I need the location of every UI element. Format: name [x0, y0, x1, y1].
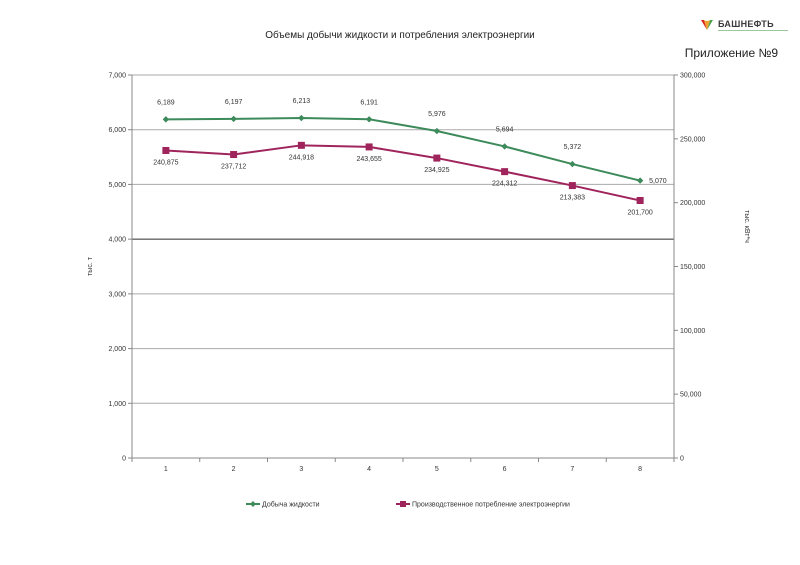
x-tick-label: 5: [435, 466, 439, 473]
chart-title: Объемы добычи жидкости и потребления эле…: [265, 30, 535, 41]
series-layer: 6,189 6,197 6,213 6,191 5,976 5,694 5,372 5,070…: [153, 98, 667, 216]
y-left-tick-label: 1,000: [108, 401, 126, 408]
data-label: 234,925: [424, 167, 449, 174]
data-point-marker: [162, 116, 170, 123]
x-tick-label: 7: [570, 466, 574, 473]
data-label: 5,372: [564, 144, 582, 151]
data-label: 244,918: [289, 154, 314, 161]
data-point-marker: [365, 143, 373, 151]
y-right-tick-label: 200,000: [680, 200, 705, 207]
grid-lines: [132, 74, 674, 404]
series-line: [165, 117, 641, 182]
data-point-marker: [568, 182, 576, 190]
data-label: 237,712: [221, 164, 246, 171]
legend-marker: [250, 501, 256, 507]
data-point-marker: [569, 160, 576, 168]
data-point-marker: [365, 116, 373, 123]
data-point-marker: [433, 127, 441, 135]
x-tick-label: 2: [232, 466, 236, 473]
data-label: 213,383: [560, 195, 585, 202]
data-point-marker: [230, 151, 238, 159]
x-tick-label: 4: [367, 466, 371, 473]
y-left-axis-title: тыс. т: [87, 256, 94, 276]
data-point-marker: [298, 114, 305, 122]
y-right-tick-label: 150,000: [680, 264, 705, 271]
data-point-marker: [501, 143, 508, 150]
data-label: 6,213: [293, 98, 311, 105]
data-label: 240,875: [153, 159, 178, 166]
data-point-marker: [230, 115, 237, 123]
x-tick-label: 1: [164, 466, 168, 473]
y-left-tick-label: 3,000: [108, 291, 126, 298]
axes: [128, 74, 678, 462]
y-right-tick-label: 50,000: [680, 392, 702, 399]
data-point-marker: [636, 196, 644, 204]
data-label: 6,197: [225, 99, 243, 106]
y-right-tick-label: 300,000: [680, 73, 705, 80]
y-left-tick-labels: 0 1,000 2,000 3,000 4,000 5,000 6,000 7,000: [108, 73, 126, 463]
data-label: 224,312: [492, 181, 517, 188]
data-label: 5,070: [649, 178, 667, 185]
y-right-axis-title: тыс. кВт*ч: [743, 210, 750, 243]
y-left-tick-label: 4,000: [108, 237, 126, 244]
y-right-tick-labels: 0 50,000 100,000 150,000 200,000 250,000 300,0…: [680, 73, 705, 463]
legend-marker: [400, 501, 406, 507]
appendix-label: Приложение №9: [684, 46, 778, 60]
y-left-tick-label: 0: [122, 456, 126, 463]
data-label: 5,694: [496, 126, 514, 133]
x-tick-label: 3: [299, 466, 303, 473]
data-point-marker: [162, 146, 170, 154]
y-right-tick-label: 0: [680, 456, 684, 463]
logo-icon: [700, 18, 714, 30]
data-point-marker: [636, 177, 644, 184]
x-tick-labels: 1 2 3 4 5 6 7 8: [164, 466, 642, 473]
data-label: 243,655: [356, 156, 381, 163]
y-left-tick-label: 7,000: [108, 73, 126, 80]
data-label: 5,976: [428, 111, 446, 118]
logo-underline: [718, 30, 788, 31]
data-point-marker: [297, 141, 305, 149]
data-point-marker: [433, 154, 441, 162]
logo-text: БАШНЕФТЬ: [718, 19, 774, 29]
x-tick-label: 8: [638, 466, 642, 473]
y-left-tick-label: 6,000: [108, 127, 126, 134]
y-left-tick-label: 5,000: [108, 182, 126, 189]
y-right-tick-label: 100,000: [680, 328, 705, 335]
legend: Добыча жидкости Производственное потребле…: [246, 501, 570, 509]
legend-label: Добыча жидкости: [262, 501, 320, 509]
series-line: [165, 144, 641, 202]
data-label: 201,700: [627, 209, 652, 216]
y-right-tick-label: 250,000: [680, 136, 705, 143]
data-label: 6,191: [360, 99, 378, 106]
company-logo: БАШНЕФТЬ: [700, 18, 788, 31]
x-tick-label: 6: [503, 466, 507, 473]
y-left-tick-label: 2,000: [108, 346, 126, 353]
legend-label: Производственное потребление электроэнер…: [412, 501, 570, 509]
data-label: 6,189: [157, 99, 175, 106]
data-point-marker: [501, 168, 509, 176]
